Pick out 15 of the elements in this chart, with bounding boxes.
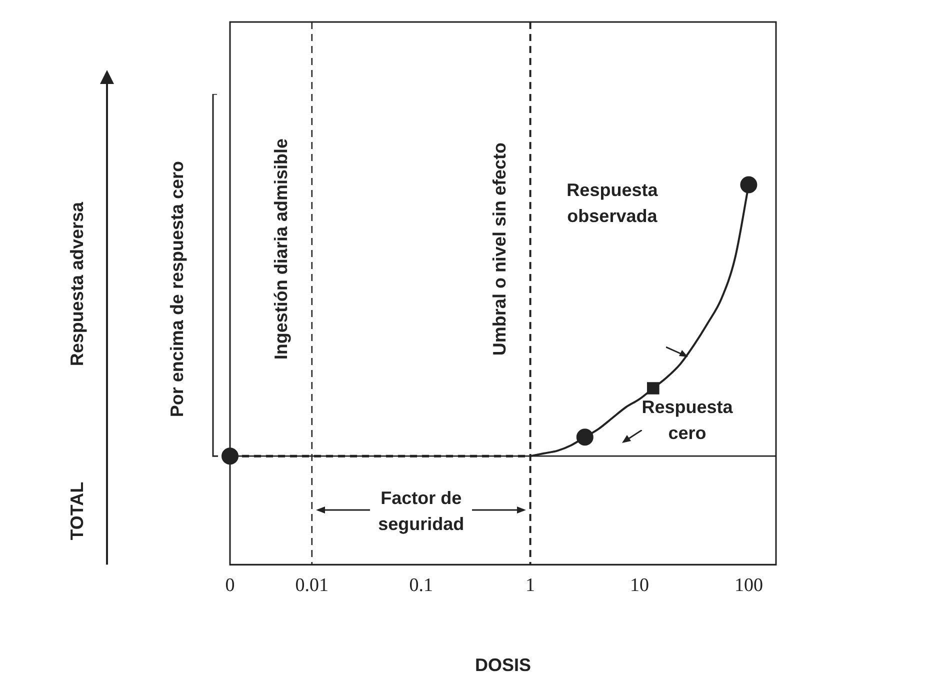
x-tick-label: 10 — [630, 574, 649, 596]
x-axis-title: DOSIS — [474, 655, 532, 676]
text: Respuesta adversa — [66, 201, 87, 366]
annotation: Respuesta observada — [566, 180, 659, 226]
text: Factor de seguridad — [378, 488, 464, 534]
x-tick-label: 0.01 — [295, 574, 329, 596]
ref-line-label: Respuesta cero — [642, 397, 734, 444]
text: TOTAL — [66, 482, 87, 540]
x-tick-label: 0.1 — [409, 574, 433, 596]
text: Por encima de respuesta cero — [166, 160, 187, 418]
x-tick-label: 100 — [734, 574, 763, 596]
ref-line-label: Umbral o nivel sin efecto — [489, 142, 510, 356]
x-tick-label: 0 — [225, 574, 235, 596]
x-tick-label: 1 — [526, 574, 536, 596]
ref-line-label: Ingestión diaria admisible — [270, 138, 291, 360]
